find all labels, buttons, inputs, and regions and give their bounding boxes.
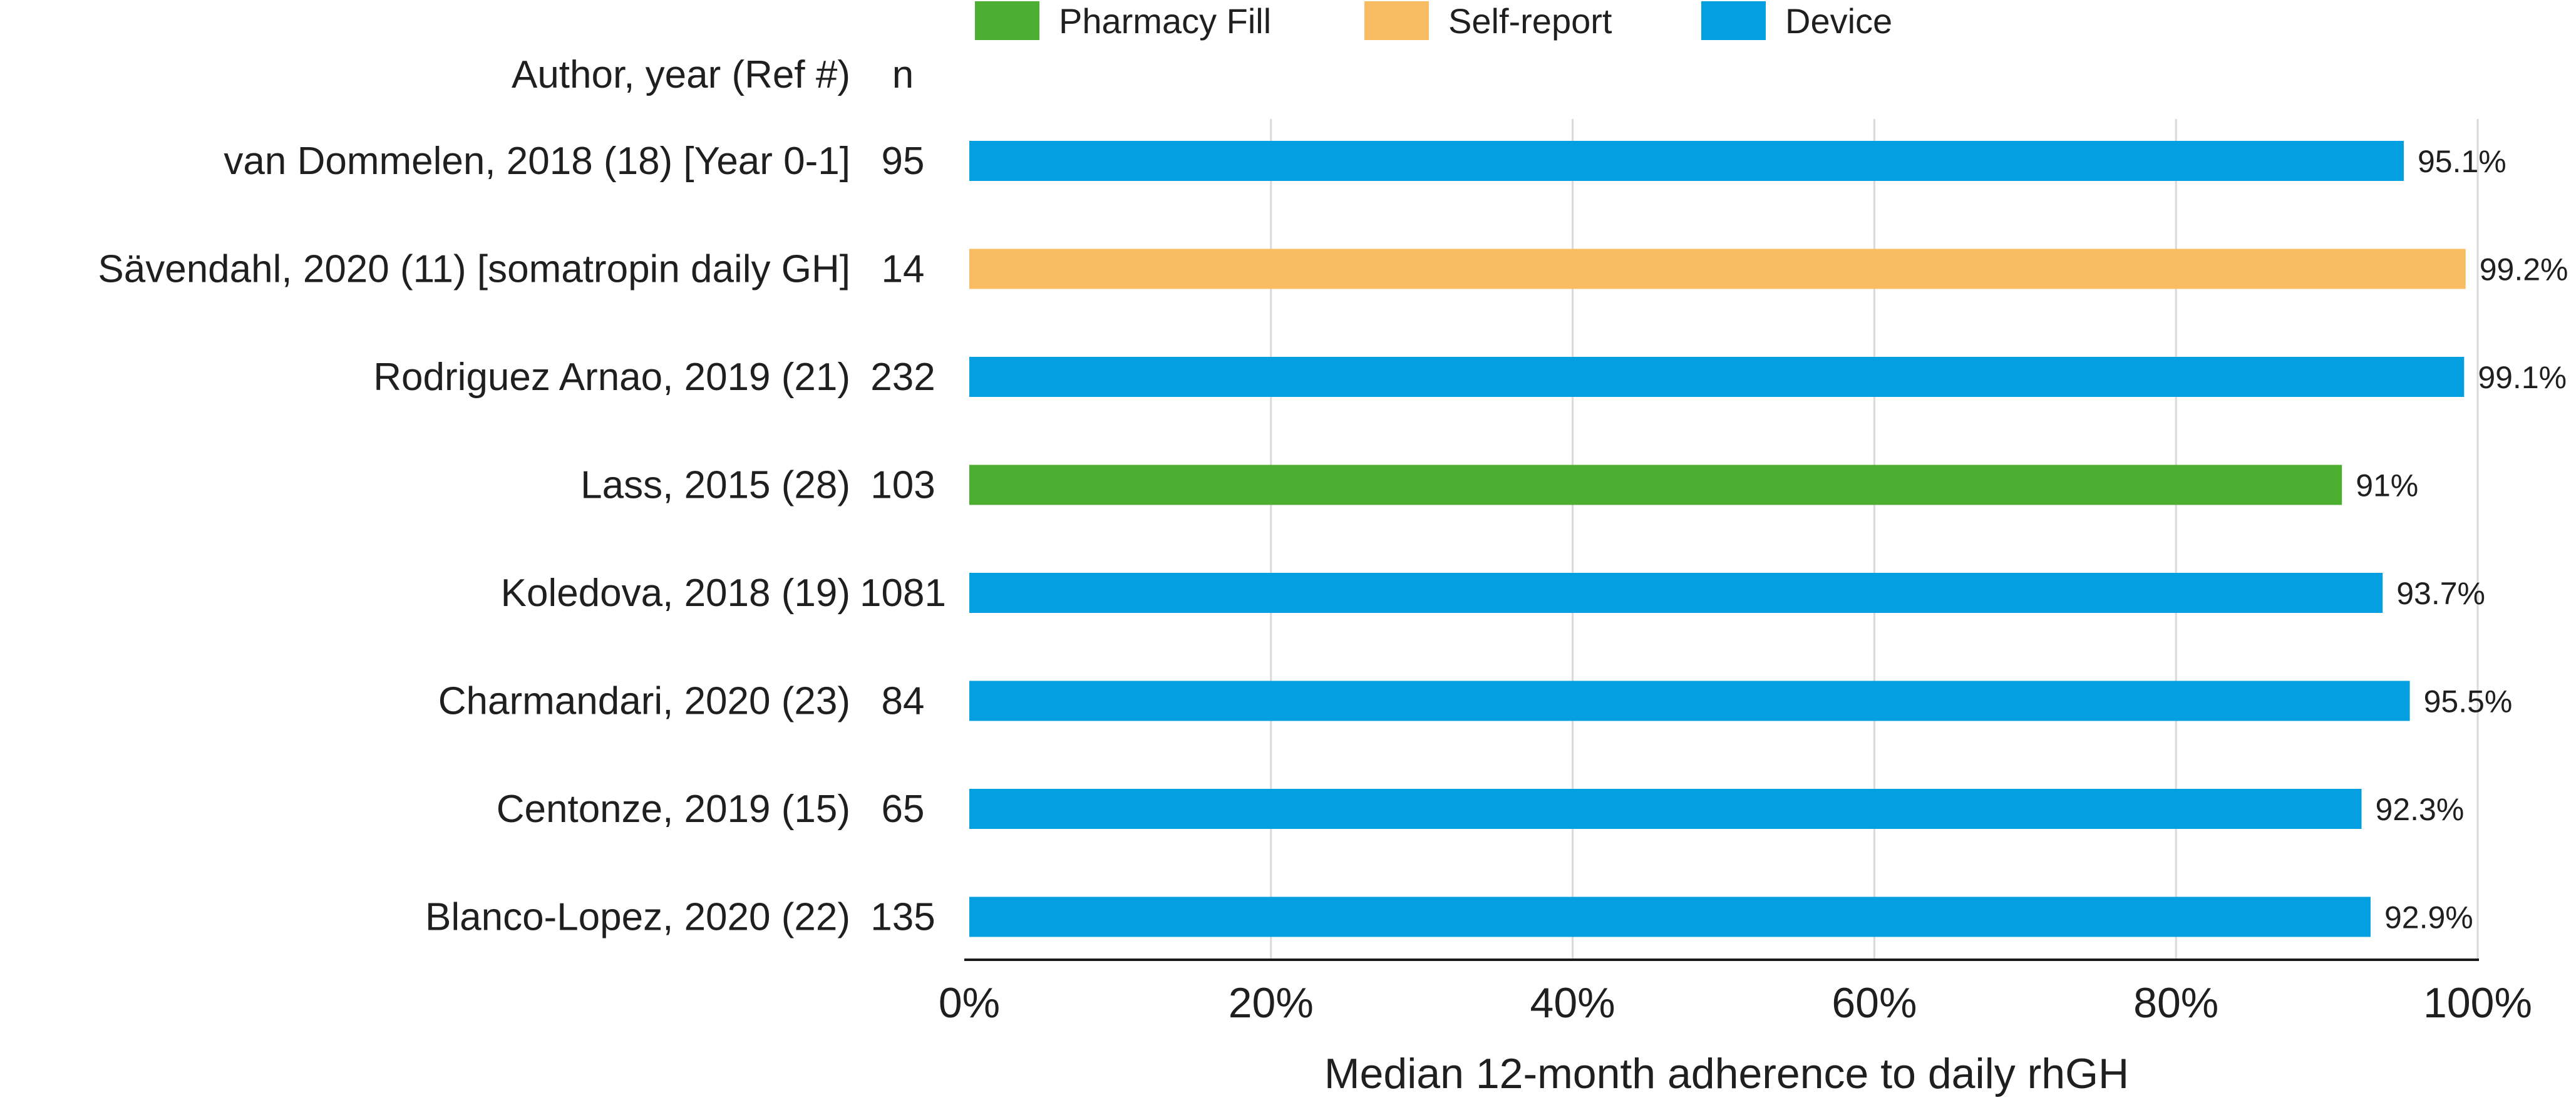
bar-value-label: 93.7% xyxy=(2396,576,2485,611)
sample-size-label: 1081 xyxy=(860,572,946,615)
study-label: Sävendahl, 2020 (11) [somatropin daily G… xyxy=(98,248,850,291)
study-label: Koledova, 2018 (19) xyxy=(501,572,850,615)
bar-pharmacy xyxy=(969,465,2342,505)
bar-value-label: 95.1% xyxy=(2418,144,2506,179)
study-label: van Dommelen, 2018 (18) [Year 0-1] xyxy=(224,140,850,183)
x-tick-label: 80% xyxy=(2133,979,2218,1027)
bar-value-label: 92.9% xyxy=(2384,900,2473,935)
bar-value-label: 95.5% xyxy=(2424,684,2513,719)
study-label: Rodriguez Arnao, 2019 (21) xyxy=(373,356,850,399)
legend-label: Device xyxy=(1785,1,1892,41)
bar-device xyxy=(969,897,2371,937)
x-tick-label: 60% xyxy=(1832,979,1917,1027)
study-label: Centonze, 2019 (15) xyxy=(497,788,850,831)
study-label: Lass, 2015 (28) xyxy=(580,464,850,507)
x-tick-label: 0% xyxy=(939,979,1000,1027)
sample-size-label: 14 xyxy=(882,248,925,291)
bar-value-label: 99.2% xyxy=(2480,252,2568,287)
n-column-header: n xyxy=(892,53,914,96)
bar-device xyxy=(969,573,2383,613)
bar-device xyxy=(969,357,2465,397)
bar-value-label: 91% xyxy=(2356,468,2418,503)
bar-device xyxy=(969,681,2410,721)
bar-self xyxy=(969,249,2466,289)
author-column-header: Author, year (Ref #) xyxy=(512,53,850,96)
x-axis-title: Median 12-month adherence to daily rhGH xyxy=(1324,1050,2129,1097)
sample-size-label: 232 xyxy=(870,356,935,399)
sample-size-label: 84 xyxy=(882,680,925,723)
bar-device xyxy=(969,141,2404,181)
legend-label: Pharmacy Fill xyxy=(1059,1,1271,41)
study-label: Charmandari, 2020 (23) xyxy=(438,680,850,723)
study-label: Blanco-Lopez, 2020 (22) xyxy=(425,896,850,939)
x-tick-label: 20% xyxy=(1229,979,1314,1027)
legend-label: Self-report xyxy=(1448,1,1612,41)
legend-swatch-device xyxy=(1701,1,1766,40)
legend-swatch-pharmacy xyxy=(975,1,1039,40)
legend-swatch-self xyxy=(1364,1,1429,40)
x-tick-label: 40% xyxy=(1530,979,1615,1027)
sample-size-label: 95 xyxy=(882,140,925,183)
bar-value-label: 99.1% xyxy=(2478,360,2567,395)
bar-device xyxy=(969,789,2362,829)
bar-value-label: 92.3% xyxy=(2376,792,2465,827)
sample-size-label: 65 xyxy=(882,788,925,831)
sample-size-label: 135 xyxy=(870,896,935,939)
x-tick-label: 100% xyxy=(2423,979,2532,1027)
sample-size-label: 103 xyxy=(870,464,935,507)
